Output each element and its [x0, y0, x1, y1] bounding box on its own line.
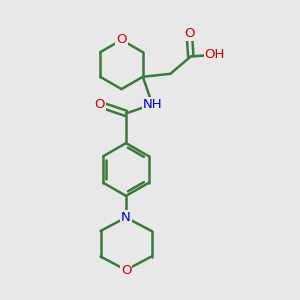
Text: N: N — [121, 211, 131, 224]
Text: NH: NH — [142, 98, 162, 111]
Text: O: O — [116, 33, 127, 46]
Text: O: O — [121, 263, 131, 277]
Text: O: O — [94, 98, 105, 111]
Text: O: O — [184, 27, 195, 40]
Text: OH: OH — [205, 48, 225, 62]
